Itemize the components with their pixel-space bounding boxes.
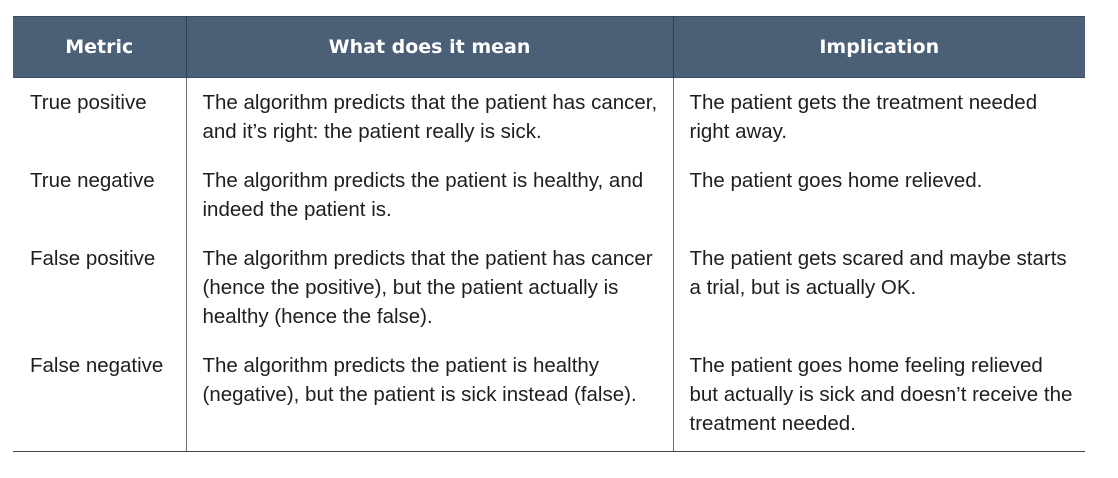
implication-cell: The patient gets scared and maybe starts…: [689, 247, 1067, 299]
meaning-cell: The algorithm predicts the patient is he…: [186, 156, 674, 234]
header-metric: Metric: [13, 16, 187, 78]
header-implication: Implication: [673, 16, 1085, 78]
table-header: Metric What does it mean Implication: [13, 16, 1085, 78]
meaning-cell: The algorithm predicts that the patient …: [186, 77, 674, 156]
metric-cell: True positive: [13, 77, 187, 156]
meaning-cell: The algorithm predicts the patient is he…: [186, 341, 674, 452]
implication-cell: The patient gets the treatment needed ri…: [689, 91, 1038, 143]
implication-cell: The patient goes home relieved.: [689, 169, 983, 192]
table-row: True negative The algorithm predicts the…: [13, 156, 1085, 234]
metric-cell: False negative: [13, 341, 187, 452]
implication-cell: The patient goes home feeling relieved b…: [673, 341, 1085, 452]
table-body: True positive The algorithm predicts tha…: [13, 77, 1085, 452]
meaning-cell: The algorithm predicts that the patient …: [186, 234, 674, 341]
table-row: True positive The algorithm predicts tha…: [13, 77, 1085, 156]
metric-cell: True negative: [13, 156, 187, 234]
table-row: False positive The algorithm predicts th…: [13, 234, 1085, 341]
metrics-table: Metric What does it mean Implication Tru…: [13, 16, 1085, 452]
metric-cell: False positive: [13, 234, 187, 341]
header-meaning: What does it mean: [186, 16, 674, 78]
header-row: Metric What does it mean Implication: [13, 16, 1085, 78]
table-row: False negative The algorithm predicts th…: [13, 341, 1085, 452]
